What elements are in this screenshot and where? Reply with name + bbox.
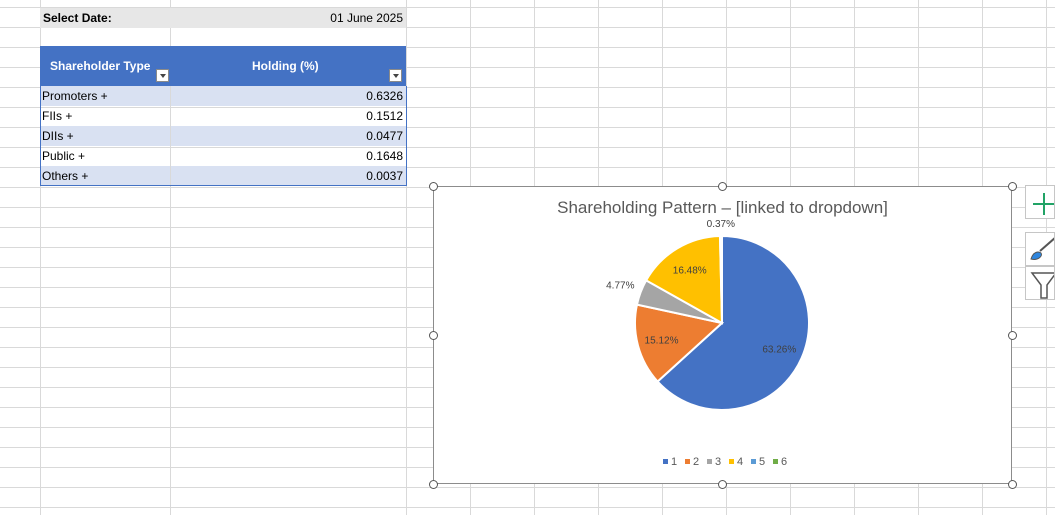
legend-label: 6 — [781, 456, 787, 468]
header-shareholder-type: Shareholder Type — [50, 59, 151, 73]
table-row[interactable]: Public + 0.1648 — [40, 146, 406, 166]
select-date-dropdown[interactable]: 01 June 2025 — [170, 8, 406, 28]
row-type: DIIs + — [42, 129, 74, 143]
pie-chart[interactable]: Shareholding Pattern – [linked to dropdo… — [433, 186, 1012, 484]
legend-label: 3 — [715, 456, 721, 468]
header-holding: Holding (%) — [252, 59, 319, 73]
table-row[interactable]: FIIs + 0.1512 — [40, 106, 406, 126]
resize-handle[interactable] — [429, 331, 438, 340]
legend-swatch — [663, 459, 668, 464]
brush-icon — [1030, 237, 1054, 260]
data-label: 0.37% — [707, 219, 735, 230]
plus-icon — [1033, 193, 1054, 215]
row-holding: 0.1512 — [366, 109, 403, 123]
table-row[interactable]: Promoters + 0.6326 — [40, 86, 406, 106]
resize-handle[interactable] — [718, 480, 727, 489]
table-row[interactable]: DIIs + 0.0477 — [40, 126, 406, 146]
data-label: 16.48% — [673, 265, 707, 276]
table-row[interactable]: Others + 0.0037 — [40, 166, 406, 186]
legend-label: 1 — [671, 456, 677, 468]
chart-filters-button[interactable] — [1025, 266, 1055, 300]
data-label: 63.26% — [762, 344, 796, 355]
pie-slice[interactable] — [634, 303, 725, 383]
row-type: Promoters + — [42, 89, 108, 103]
resize-handle[interactable] — [718, 182, 727, 191]
row-type: FIIs + — [42, 109, 73, 123]
resize-handle[interactable] — [429, 480, 438, 489]
row-holding: 0.6326 — [366, 89, 403, 103]
row-holding: 0.0477 — [366, 129, 403, 143]
resize-handle[interactable] — [429, 182, 438, 191]
chart-styles-button[interactable] — [1025, 232, 1055, 266]
row-type: Others + — [42, 169, 89, 183]
filter-dropdown-icon[interactable] — [389, 69, 402, 82]
row-holding: 0.0037 — [366, 169, 403, 183]
legend-swatch — [773, 459, 778, 464]
legend-swatch — [729, 459, 734, 464]
table-header: Shareholder Type Holding (%) — [40, 46, 406, 86]
legend-swatch — [707, 459, 712, 464]
funnel-icon — [1030, 272, 1054, 299]
data-label: 15.12% — [645, 335, 679, 346]
select-date-label: Select Date: — [40, 8, 170, 28]
pie-slice[interactable] — [656, 234, 810, 411]
legend-label: 5 — [759, 456, 765, 468]
filter-dropdown-icon[interactable] — [156, 69, 169, 82]
chart-title: Shareholding Pattern – [linked to dropdo… — [557, 198, 888, 217]
resize-handle[interactable] — [1008, 182, 1017, 191]
legend-swatch — [751, 459, 756, 464]
data-label: 4.77% — [606, 280, 634, 291]
pie-chart-plot: 63.26% 15.12% 4.77% 16.48% 0.37% 1 2 3 4 5 6 — [606, 219, 810, 468]
row-holding: 0.1648 — [366, 149, 403, 163]
resize-handle[interactable] — [1008, 331, 1017, 340]
legend-label: 4 — [737, 456, 743, 468]
pie-slice[interactable] — [644, 235, 724, 325]
chart-elements-button[interactable] — [1025, 185, 1055, 219]
legend-label: 2 — [693, 456, 699, 468]
legend-swatch — [685, 459, 690, 464]
resize-handle[interactable] — [1008, 480, 1017, 489]
row-type: Public + — [42, 149, 86, 163]
pie-slice[interactable] — [718, 234, 723, 324]
